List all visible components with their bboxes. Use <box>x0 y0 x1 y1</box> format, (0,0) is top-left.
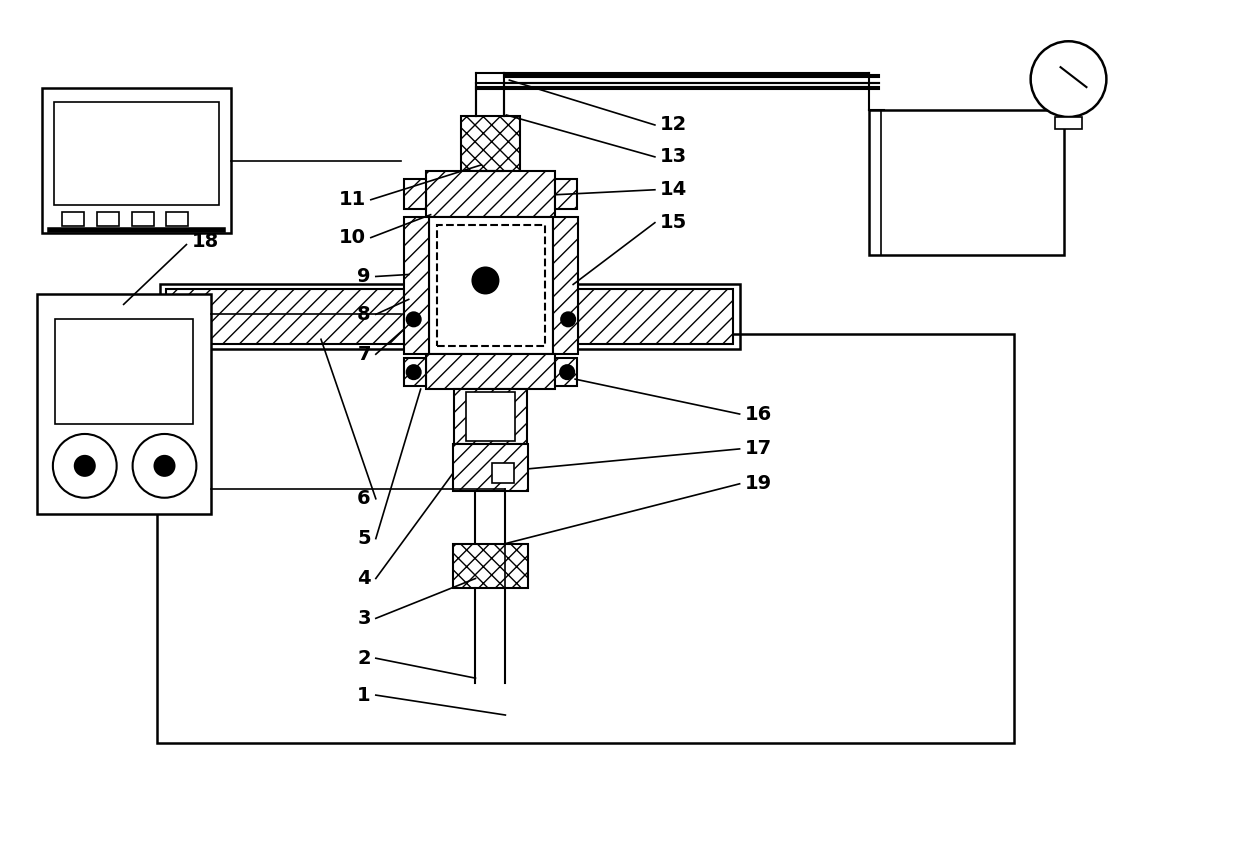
Bar <box>42 88 232 233</box>
Bar <box>454 389 527 444</box>
Bar <box>425 354 556 389</box>
Bar <box>429 217 553 354</box>
Text: 8: 8 <box>357 305 371 324</box>
Text: 16: 16 <box>744 404 771 424</box>
Circle shape <box>1030 41 1106 117</box>
Bar <box>62 212 84 225</box>
Circle shape <box>407 312 420 327</box>
Bar <box>404 179 425 208</box>
Bar <box>556 179 577 208</box>
Bar <box>578 289 733 344</box>
Circle shape <box>472 268 498 294</box>
Text: 14: 14 <box>660 181 687 199</box>
Text: 9: 9 <box>357 267 371 286</box>
Circle shape <box>560 365 574 379</box>
Text: 10: 10 <box>339 228 366 247</box>
Text: 13: 13 <box>660 148 687 166</box>
Bar <box>404 217 429 354</box>
Bar <box>160 284 739 349</box>
Circle shape <box>155 456 175 476</box>
Circle shape <box>53 434 117 498</box>
Bar <box>460 116 521 170</box>
Bar <box>97 212 119 225</box>
Text: 19: 19 <box>744 474 771 493</box>
Circle shape <box>74 456 94 476</box>
Circle shape <box>407 365 420 379</box>
Bar <box>556 358 577 386</box>
Circle shape <box>133 434 196 498</box>
Text: 4: 4 <box>357 569 371 588</box>
Bar <box>465 392 516 441</box>
Bar <box>453 444 528 490</box>
Bar <box>55 319 193 424</box>
Bar <box>131 212 154 225</box>
Bar <box>37 295 211 514</box>
Text: 18: 18 <box>191 232 218 252</box>
Text: 7: 7 <box>357 344 371 364</box>
Text: 6: 6 <box>357 490 371 508</box>
Text: 12: 12 <box>660 116 687 134</box>
Bar <box>492 463 515 483</box>
Text: 2: 2 <box>357 649 371 668</box>
Bar <box>436 225 546 346</box>
Bar <box>166 289 404 344</box>
Bar <box>869 110 1064 255</box>
Bar <box>404 358 425 386</box>
Text: 15: 15 <box>660 214 687 232</box>
Bar <box>1054 117 1083 129</box>
Bar <box>166 212 188 225</box>
Text: 11: 11 <box>339 190 366 209</box>
Bar <box>453 544 528 588</box>
Text: 5: 5 <box>357 529 371 548</box>
Bar <box>156 334 1013 743</box>
Bar <box>53 102 219 205</box>
Bar <box>553 217 578 354</box>
Text: 3: 3 <box>357 609 371 628</box>
Text: 1: 1 <box>357 685 371 705</box>
Bar <box>425 170 556 217</box>
Circle shape <box>562 312 575 327</box>
Text: 17: 17 <box>744 440 771 458</box>
